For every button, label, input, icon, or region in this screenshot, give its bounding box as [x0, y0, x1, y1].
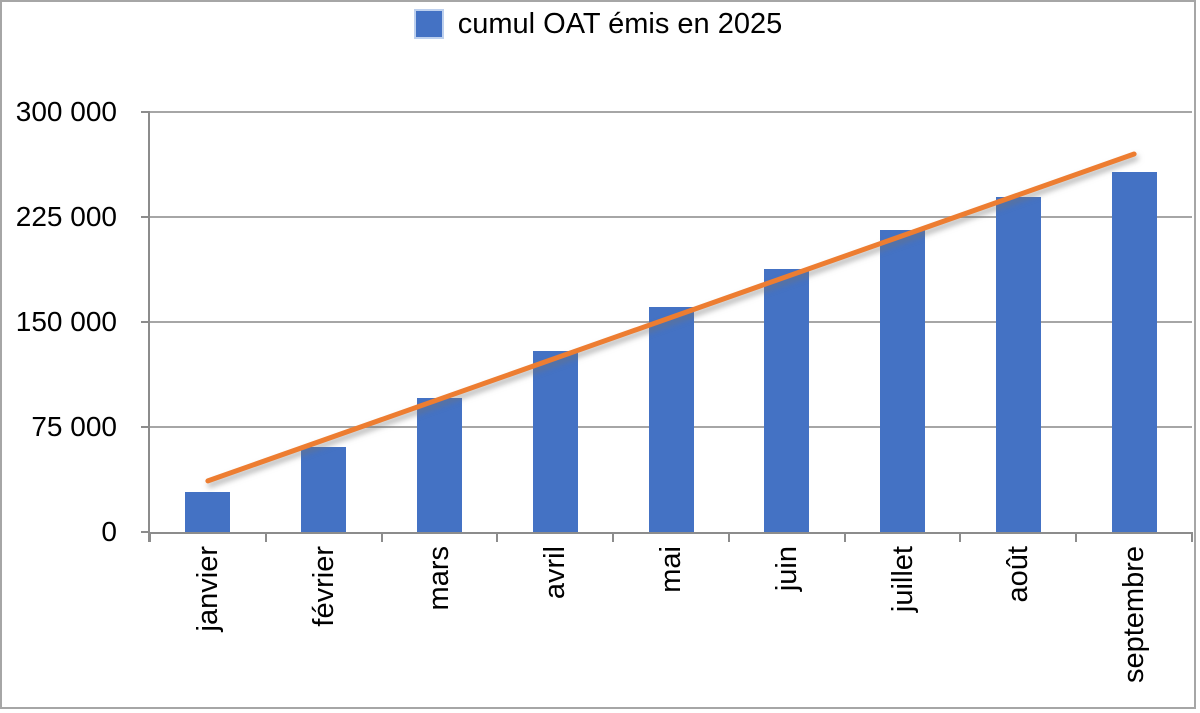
y-axis-tick-0 [141, 531, 150, 533]
x-axis-tick-9 [1191, 532, 1193, 542]
x-axis-tick-7 [959, 532, 962, 542]
x-axis-label-septembre: septembre [1118, 546, 1151, 684]
x-axis-tick-6 [843, 532, 846, 542]
y-axis-line [148, 112, 150, 542]
x-axis-label-juillet: juillet [886, 546, 919, 613]
y-axis-label-0: 0 [101, 516, 117, 547]
bar-mai [648, 307, 694, 532]
bar-septembre [1111, 172, 1157, 532]
legend-label: cumul OAT émis en 2025 [457, 7, 783, 40]
y-axis-tick-150000 [141, 321, 150, 323]
y-axis-label-150000: 150 000 [15, 306, 117, 337]
trendline [205, 151, 1137, 484]
x-axis-label-août: août [1002, 546, 1035, 603]
bar-janvier [185, 492, 231, 532]
x-axis-tick-2 [380, 532, 383, 542]
x-axis-line [148, 532, 1192, 534]
x-axis-tick-4 [612, 532, 615, 542]
bar-février [301, 446, 347, 532]
y-axis-tick-75000 [141, 426, 150, 428]
x-axis-label-juin: juin [770, 546, 803, 592]
x-axis-label-avril: avril [539, 546, 572, 600]
bar-juillet [880, 230, 926, 532]
y-axis-label-75000: 75 000 [31, 411, 117, 442]
x-axis-tick-3 [496, 532, 499, 542]
x-axis-label-mars: mars [423, 546, 456, 611]
x-axis-tick-8 [1075, 532, 1078, 542]
bar-juin [764, 268, 810, 532]
x-axis-tick-0 [149, 532, 151, 542]
x-axis-tick-5 [727, 532, 730, 542]
gridline-225000 [150, 216, 1192, 218]
legend: cumul OAT émis en 2025 [2, 8, 1194, 40]
bar-mars [416, 397, 462, 532]
x-axis-label-janvier: janvier [191, 546, 224, 632]
x-axis-label-mai: mai [655, 546, 687, 593]
y-axis-tick-300000 [141, 111, 150, 113]
y-axis-label-225000: 225 000 [15, 201, 117, 232]
y-axis-tick-225000 [141, 216, 150, 218]
y-axis-label-300000: 300 000 [15, 96, 117, 127]
x-axis-tick-1 [264, 532, 267, 542]
bar-août [995, 197, 1041, 532]
x-axis-label-février: février [307, 546, 340, 627]
gridline-300000 [150, 111, 1192, 113]
legend-swatch [413, 9, 444, 39]
bar-avril [532, 351, 578, 532]
